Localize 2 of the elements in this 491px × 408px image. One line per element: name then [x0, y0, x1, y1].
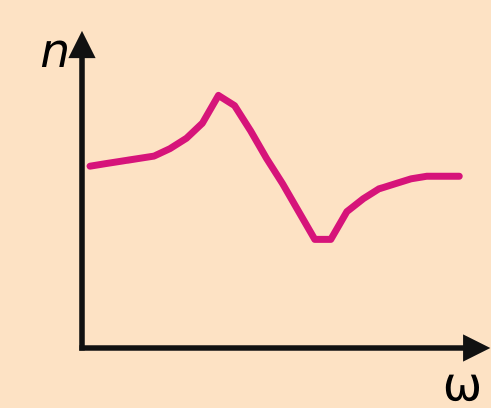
x-axis-title: ω — [446, 374, 480, 402]
y-axis-title: n — [42, 40, 67, 68]
